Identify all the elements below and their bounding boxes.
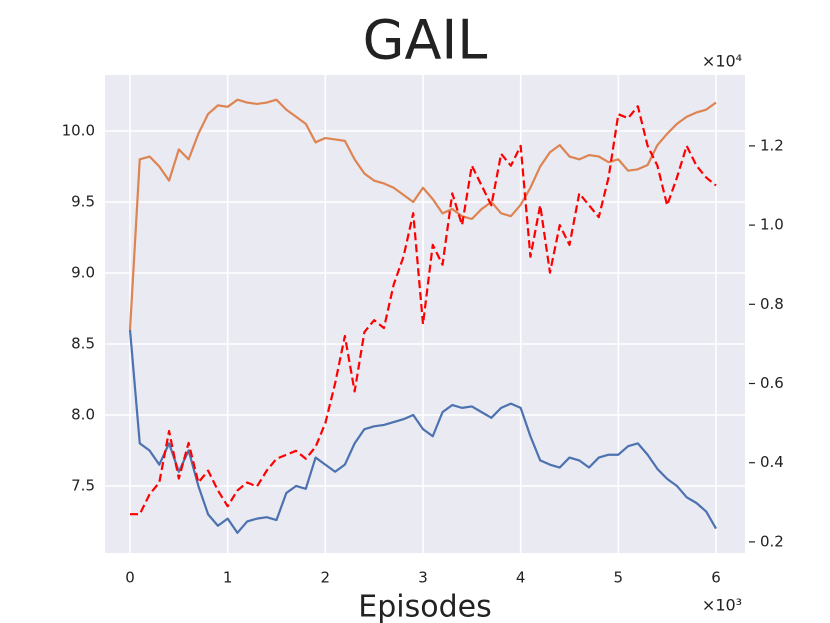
y2-multiplier: ×10⁴ bbox=[702, 52, 742, 71]
x-tick-label: 3 bbox=[418, 569, 428, 587]
y2-tick-label: 1.0 bbox=[760, 216, 784, 234]
x-multiplier: ×10³ bbox=[702, 596, 742, 615]
y2-tick-label: 0.4 bbox=[760, 453, 784, 471]
x-tick-label: 6 bbox=[711, 569, 721, 587]
y-tick-label: 9.0 bbox=[71, 263, 95, 281]
series-line bbox=[128, 98, 717, 330]
series-line bbox=[130, 105, 717, 516]
x-tick-label: 1 bbox=[223, 569, 233, 587]
x-tick-label: 0 bbox=[125, 569, 135, 587]
x-tick-label: 5 bbox=[614, 569, 624, 587]
y-tick-label: 9.5 bbox=[71, 192, 95, 210]
y-tick-label: 10.0 bbox=[62, 121, 95, 139]
y2-tick-label: 0.2 bbox=[760, 532, 784, 550]
y-tick-label: 8.5 bbox=[71, 334, 95, 352]
x-axis-label: Episodes bbox=[358, 590, 491, 623]
chart-title: GAIL bbox=[363, 9, 488, 72]
x-tick-label: 4 bbox=[516, 569, 526, 587]
y-tick-label: 7.5 bbox=[71, 476, 95, 494]
series-line bbox=[128, 329, 717, 534]
y2-tick-label: 0.8 bbox=[760, 295, 784, 313]
x-tick-label: 2 bbox=[321, 569, 331, 587]
y2-tick-label: 0.6 bbox=[760, 374, 784, 392]
y-tick-label: 8.0 bbox=[71, 405, 95, 423]
y2-tick-label: 1.2 bbox=[760, 136, 784, 154]
